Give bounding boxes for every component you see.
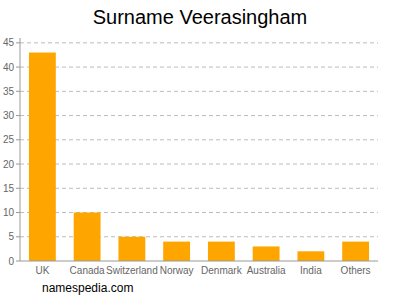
tick-label: 15: [3, 183, 15, 194]
category-label: Canada: [70, 265, 105, 276]
tick-label: 30: [3, 110, 15, 121]
bar: [208, 242, 235, 261]
tick-mark: [16, 91, 20, 92]
annotation: namespedia.com: [42, 281, 133, 295]
tick-label: 25: [3, 134, 15, 145]
title: Surname Veerasingham: [93, 6, 308, 28]
grid-line: [20, 164, 378, 165]
y-axis: [20, 38, 21, 261]
grid-line: [20, 188, 378, 189]
category-label: Switzerland: [106, 265, 158, 276]
tick-mark: [16, 261, 20, 262]
tick-mark: [16, 115, 20, 116]
tick-label: 20: [3, 159, 15, 170]
category-label: India: [300, 265, 322, 276]
category-label: Denmark: [201, 265, 243, 276]
tick-label: 10: [3, 207, 15, 218]
x-axis: [20, 261, 378, 262]
bar: [118, 237, 145, 261]
grid-line: [20, 42, 378, 43]
tick-mark: [16, 139, 20, 140]
bar: [29, 53, 56, 261]
grid-line: [20, 139, 378, 140]
grid-line: [20, 115, 378, 116]
tick-mark: [16, 67, 20, 68]
tick-label: 5: [8, 231, 14, 242]
chart-container: Surname Veerasingham 0 5 10 15 20 25 30 35 40 45 UK…: [0, 0, 400, 300]
grid-line: [20, 67, 378, 68]
category-label: Norway: [160, 265, 194, 276]
tick-mark: [16, 42, 20, 43]
tick-mark: [16, 164, 20, 165]
bar: [163, 242, 190, 261]
category-label: Others: [341, 265, 371, 276]
bar: [253, 246, 280, 261]
tick-label: 0: [8, 256, 14, 267]
tick-label: 35: [3, 86, 15, 97]
bars: [29, 53, 369, 261]
category-label: Australia: [247, 265, 286, 276]
bar: [342, 242, 369, 261]
category-label: UK: [35, 265, 49, 276]
chart-svg: Surname Veerasingham 0 5 10 15 20 25 30 35 40 45 UK…: [0, 0, 400, 300]
tick-label: 40: [3, 62, 15, 73]
tick-label: 45: [3, 37, 15, 48]
grid-line: [20, 91, 378, 92]
bar: [74, 213, 101, 261]
tick-mark: [16, 188, 20, 189]
bar: [297, 251, 324, 261]
tick-mark: [16, 236, 20, 237]
tick-mark: [16, 212, 20, 213]
